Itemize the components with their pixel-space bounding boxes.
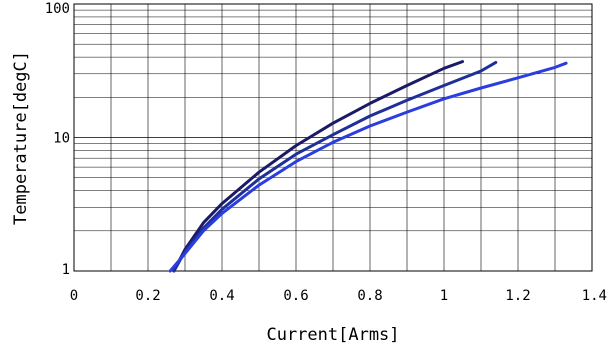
series-line-3 [168, 61, 568, 273]
x-tick-label: 0.4 [209, 288, 234, 304]
series-lines [168, 60, 568, 273]
series-line-2 [172, 60, 498, 273]
x-tick-label: 0.2 [135, 288, 160, 304]
x-tick-label: 0 [70, 288, 78, 304]
x-tick-label: 0.6 [283, 288, 308, 304]
x-tick-label: 0.8 [357, 288, 382, 304]
y-tick-labels: 1 10 100 [45, 1, 70, 278]
y-axis-title: Temperature[degC] [11, 51, 31, 225]
x-axis-title: Current[Arms] [266, 325, 399, 345]
x-tick-label: 1 [440, 288, 448, 304]
y-tick-label: 1 [62, 262, 70, 278]
x-tick-label: 1.2 [505, 288, 530, 304]
grid-lines [74, 4, 592, 271]
x-tick-labels: 0 0.2 0.4 0.6 0.8 1 1.2 1.4 [70, 288, 607, 304]
y-tick-label: 10 [53, 131, 70, 147]
plot-frame [73, 3, 593, 272]
series-line-1 [172, 60, 464, 273]
y-tick-label: 100 [45, 1, 70, 17]
x-tick-label: 1.4 [582, 288, 607, 304]
